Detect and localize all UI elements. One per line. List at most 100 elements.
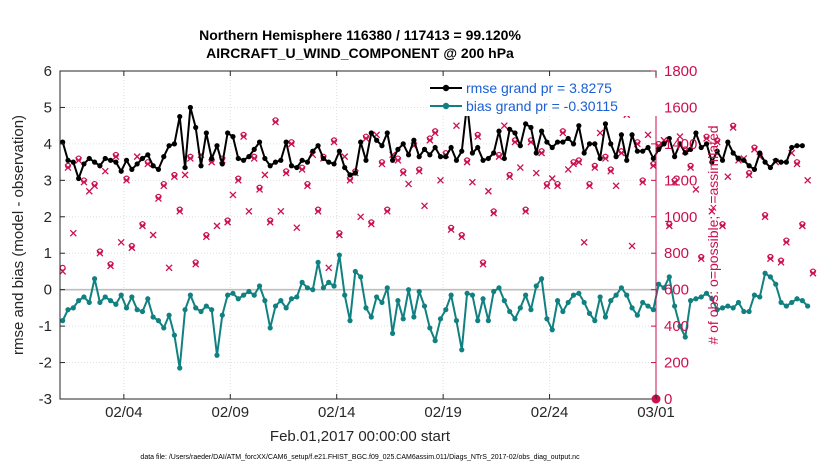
obs-assimilated-marker bbox=[782, 238, 790, 246]
rmse-point bbox=[251, 146, 257, 152]
obs-assimilated-stroke bbox=[357, 213, 365, 221]
rmse-point bbox=[485, 155, 491, 162]
obs-assimilated-stroke bbox=[761, 213, 769, 221]
obs-assimilated-marker bbox=[500, 122, 508, 130]
obs-assimilated-marker bbox=[399, 169, 407, 177]
bias-point bbox=[139, 308, 146, 315]
obs-assimilated-marker bbox=[107, 262, 115, 270]
obs-assimilated-stroke bbox=[314, 207, 322, 215]
rmse-point bbox=[177, 113, 183, 120]
obs-assimilated-stroke bbox=[750, 145, 758, 153]
bias-point bbox=[421, 303, 428, 309]
bias-point bbox=[538, 276, 545, 282]
obs-assimilated-marker bbox=[154, 195, 162, 203]
obs-assimilated-marker bbox=[575, 158, 583, 166]
y-right-tick-label: 0 bbox=[664, 391, 672, 408]
obs-assimilated-stroke bbox=[777, 258, 785, 266]
obs-assimilated-marker bbox=[362, 134, 370, 142]
obs-assimilated-marker bbox=[554, 182, 562, 190]
bias-point bbox=[597, 294, 603, 300]
rmse-point bbox=[161, 154, 167, 160]
rmse-point bbox=[102, 155, 108, 162]
obs-assimilated-marker bbox=[277, 207, 285, 215]
bias-point bbox=[629, 305, 635, 311]
rmse-point bbox=[624, 157, 630, 163]
rmse-point bbox=[139, 155, 146, 162]
y-right-tick-label: 1600 bbox=[664, 99, 697, 116]
bias-point bbox=[384, 285, 390, 291]
obs-assimilated-stroke bbox=[154, 195, 162, 203]
bias-point bbox=[645, 303, 651, 309]
obs-assimilated-marker bbox=[559, 129, 567, 137]
obs-assimilated-stroke bbox=[165, 264, 173, 272]
bias-point bbox=[166, 312, 172, 318]
obs-assimilated-marker bbox=[266, 218, 274, 226]
bias-point bbox=[81, 294, 87, 300]
rmse-point bbox=[576, 123, 582, 129]
bias-point bbox=[491, 288, 497, 295]
obs-assimilated-stroke bbox=[639, 178, 647, 186]
obs-assimilated-marker bbox=[719, 222, 726, 230]
bias-series bbox=[60, 252, 811, 371]
x-tick-label: 02/14 bbox=[318, 404, 356, 421]
obs-assimilated-stroke bbox=[75, 156, 83, 164]
bias-point bbox=[581, 299, 587, 306]
rmse-point bbox=[789, 144, 795, 151]
rmse-point bbox=[342, 164, 348, 171]
rmse-point bbox=[145, 152, 151, 158]
rmse-point bbox=[629, 132, 635, 138]
bias-point bbox=[778, 299, 784, 306]
obs-assimilated-marker bbox=[426, 136, 434, 144]
obs-assimilated-marker bbox=[564, 165, 572, 173]
obs-assimilated-marker bbox=[59, 267, 67, 275]
obs-assimilated-marker bbox=[570, 160, 577, 168]
bias-point bbox=[762, 270, 768, 276]
bias-point bbox=[235, 296, 241, 302]
bias-point bbox=[304, 285, 311, 291]
bias-point bbox=[267, 325, 273, 331]
rmse-point bbox=[198, 163, 204, 169]
bias-point bbox=[123, 305, 130, 311]
obs-assimilated-marker bbox=[516, 164, 524, 172]
bias-point bbox=[320, 285, 327, 291]
obs-assimilated-stroke bbox=[192, 260, 200, 268]
y-right-tick-label: 600 bbox=[664, 282, 689, 299]
obs-assimilated-stroke bbox=[724, 173, 732, 181]
x-tick-label: 03/01 bbox=[637, 404, 675, 421]
rmse-point bbox=[113, 159, 119, 165]
bias-point bbox=[272, 303, 279, 309]
rmse-point bbox=[235, 155, 241, 162]
y-right-tick-label: 200 bbox=[664, 355, 689, 372]
obs-assimilated-stroke bbox=[719, 222, 726, 230]
obs-assimilated-stroke bbox=[500, 122, 508, 130]
rmse-point bbox=[634, 148, 640, 154]
obs-assimilated-stroke bbox=[224, 218, 232, 226]
bias-point bbox=[161, 325, 167, 331]
bias-point bbox=[278, 298, 284, 304]
obs-assimilated-stroke bbox=[335, 231, 343, 239]
obs-assimilated-stroke bbox=[378, 160, 386, 168]
obs-assimilated-marker bbox=[793, 160, 801, 168]
bias-point bbox=[767, 274, 774, 280]
rmse-series bbox=[60, 101, 805, 182]
obs-assimilated-marker bbox=[415, 167, 423, 175]
bias-point bbox=[554, 298, 561, 304]
bias-point bbox=[326, 279, 332, 285]
bias-point bbox=[214, 352, 220, 358]
obs-assimilated-stroke bbox=[474, 133, 482, 141]
rmse-point bbox=[656, 146, 662, 152]
obs-assimilated-marker bbox=[282, 169, 290, 177]
obs-assimilated-stroke bbox=[256, 185, 264, 193]
bias-point bbox=[618, 285, 625, 291]
rmse-point bbox=[123, 157, 130, 163]
obs-assimilated-stroke bbox=[601, 155, 609, 162]
rmse-point bbox=[491, 150, 497, 156]
rmse-point bbox=[336, 148, 342, 154]
obs-assimilated-marker bbox=[272, 118, 279, 126]
obs-assimilated-stroke bbox=[213, 222, 221, 230]
rmse-point bbox=[416, 154, 422, 160]
obs-assimilated-marker bbox=[325, 264, 333, 272]
x-tick-label: 02/24 bbox=[531, 404, 569, 421]
rmse-point bbox=[304, 159, 311, 165]
rmse-point bbox=[405, 152, 412, 158]
